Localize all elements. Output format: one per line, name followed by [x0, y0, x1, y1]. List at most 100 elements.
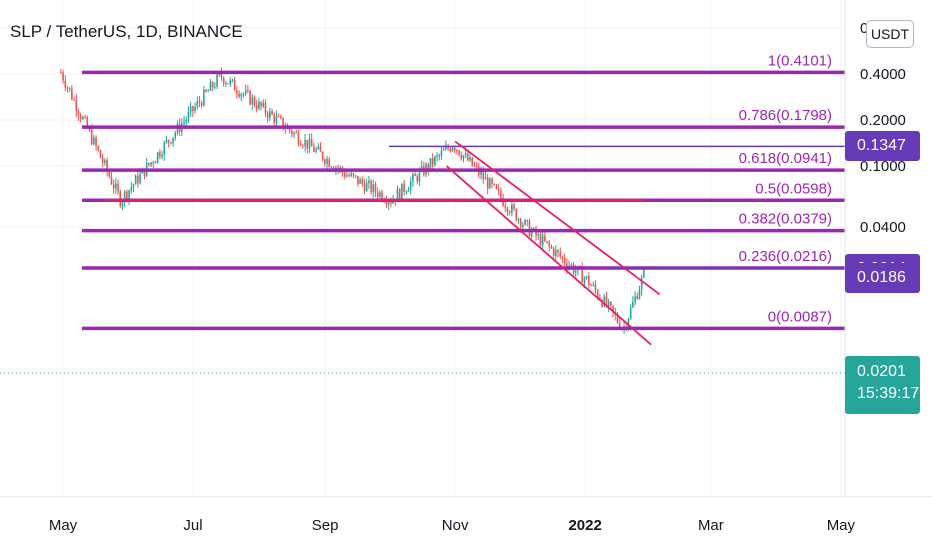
candle-body — [612, 305, 614, 313]
candle-body — [407, 189, 410, 192]
candle-body — [537, 234, 540, 236]
candle-body — [189, 106, 192, 112]
fib-level-label: 0.618(0.0941) — [739, 150, 832, 167]
candle-body — [570, 264, 573, 266]
candle-body — [310, 138, 313, 147]
candle-body — [211, 82, 214, 88]
candle-body — [574, 270, 577, 273]
channel-lower-line[interactable] — [446, 165, 652, 346]
candle-body — [445, 146, 447, 150]
candle-body — [293, 132, 295, 135]
candle-body — [231, 79, 234, 81]
candle-body — [363, 183, 366, 192]
candle-body — [550, 246, 553, 249]
candle-body — [200, 102, 203, 106]
candle-body — [385, 201, 388, 205]
candle-body — [73, 99, 75, 101]
candle-body — [302, 145, 304, 147]
candle-body — [588, 276, 590, 286]
candle-body — [387, 202, 390, 205]
candle-body — [152, 162, 155, 164]
candle-body — [515, 209, 518, 221]
candle-body — [93, 137, 95, 145]
candle-body — [416, 176, 419, 182]
candle-body — [528, 221, 531, 237]
candle-body — [464, 153, 467, 156]
candle-body — [480, 171, 482, 175]
candle-body — [526, 220, 529, 222]
candle-body — [467, 153, 469, 161]
candle-body — [376, 192, 379, 197]
candle-body — [121, 201, 124, 207]
candle-body — [174, 132, 177, 138]
candle-body — [148, 163, 150, 165]
candle-body — [220, 72, 223, 78]
candle-body — [137, 175, 139, 184]
fib-level-label: 1(0.4101) — [768, 52, 832, 69]
candle-body — [511, 204, 513, 213]
candle-body — [247, 90, 249, 92]
candle-body — [352, 173, 355, 176]
candle-body — [552, 248, 555, 257]
candle-body — [348, 175, 350, 177]
time-tick-label: Jul — [183, 517, 202, 534]
candle-body — [198, 101, 201, 103]
candle-body — [541, 235, 544, 246]
candle-body — [161, 155, 163, 157]
candle-body — [324, 159, 326, 164]
currency-unit-button[interactable]: USDT — [866, 20, 914, 48]
candle-body — [205, 89, 207, 92]
candle-body — [508, 212, 511, 214]
candle-body — [506, 207, 509, 213]
candle-body — [134, 175, 137, 185]
candle-body — [585, 276, 588, 279]
candle-body — [238, 93, 240, 97]
candle-body — [117, 183, 119, 192]
candle-body — [513, 204, 515, 210]
candle-body — [264, 102, 267, 114]
descending-channel[interactable] — [446, 140, 661, 346]
candle-body — [128, 190, 130, 199]
candle-body — [313, 146, 315, 152]
candle-body — [473, 165, 476, 167]
grid-lines — [0, 0, 845, 497]
candle-body — [64, 80, 67, 88]
candle-body — [414, 174, 416, 177]
candle-body — [458, 150, 460, 156]
candle-body — [522, 224, 524, 228]
candle-body — [453, 147, 456, 151]
candle-body — [101, 157, 104, 164]
price-tick-label: 0.4000 — [860, 66, 906, 83]
candle-body — [546, 241, 548, 243]
candle-body — [154, 161, 157, 164]
candle-body — [269, 111, 271, 118]
candle-body — [420, 165, 423, 171]
horizontal-lines[interactable] — [105, 145, 845, 270]
candle-body — [451, 147, 454, 152]
candle-body — [519, 219, 522, 228]
candle-body — [418, 170, 421, 182]
candle-body — [337, 167, 339, 169]
candle-body — [502, 198, 504, 206]
candle-body — [95, 137, 97, 147]
time-tick-label: May — [49, 517, 78, 534]
price-tick-label: 0.1000 — [860, 158, 906, 175]
fibonacci-retracement[interactable]: 1(0.4101) 0.786(0.1798) 0.618(0.0941) 0.5(0… — [82, 52, 845, 331]
candle-body — [361, 179, 364, 184]
candle-body — [524, 220, 526, 225]
candle-body — [236, 90, 238, 94]
candle-body — [596, 290, 599, 298]
candle-body — [156, 152, 159, 162]
candle-body — [75, 99, 78, 112]
time-axis[interactable]: May Jul Sep Nov 2022 Mar May — [49, 517, 856, 534]
candle-body — [638, 289, 641, 299]
channel-upper-line[interactable] — [454, 140, 661, 296]
candle-body — [436, 155, 438, 157]
candle-body — [405, 191, 408, 193]
candle-body — [315, 149, 317, 152]
fib-level-label: 0.5(0.0598) — [755, 180, 832, 197]
candle-body — [374, 184, 377, 193]
candle-body — [97, 146, 100, 151]
